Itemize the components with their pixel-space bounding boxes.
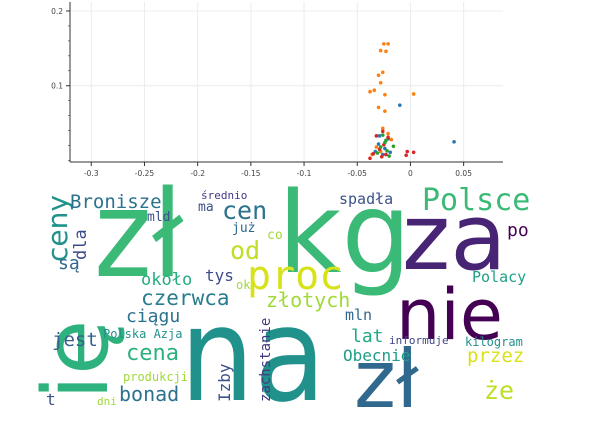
data-point bbox=[384, 49, 388, 54]
data-point bbox=[371, 151, 376, 156]
word-cloud: zł kg za nie na zł ię ceny Bronisze mld … bbox=[24, 166, 531, 421]
cloud-word: około bbox=[141, 270, 193, 290]
cloud-word: złotych bbox=[266, 288, 351, 312]
data-point bbox=[372, 88, 377, 93]
data-point bbox=[411, 92, 416, 96]
x-tick-label: -0.15 bbox=[241, 169, 261, 178]
data-point bbox=[368, 89, 372, 94]
cloud-word: czerwca bbox=[141, 286, 230, 310]
cloud-word: informuje bbox=[389, 334, 449, 347]
cloud-word: ciągu bbox=[126, 306, 181, 327]
data-point bbox=[387, 154, 391, 158]
data-point bbox=[383, 146, 387, 151]
data-point bbox=[378, 48, 383, 53]
cloud-word: kg bbox=[278, 169, 412, 299]
x-tick-label: 0.05 bbox=[455, 169, 472, 178]
data-point bbox=[386, 42, 390, 46]
y-tick-label: 0.2 bbox=[51, 7, 63, 16]
data-point bbox=[385, 148, 389, 153]
data-point bbox=[383, 92, 387, 97]
x-tick-label: -0.25 bbox=[135, 169, 155, 178]
data-point bbox=[368, 156, 372, 161]
cloud-word: tys bbox=[205, 266, 234, 285]
data-point bbox=[376, 105, 381, 110]
data-point bbox=[375, 151, 380, 155]
data-point bbox=[382, 42, 386, 46]
cloud-word: ok bbox=[236, 278, 251, 292]
data-point bbox=[376, 73, 381, 78]
cloud-word: zł bbox=[94, 166, 184, 305]
cloud-word: ceny bbox=[41, 195, 74, 262]
cloud-word: za bbox=[402, 184, 507, 291]
cloud-word: Izby bbox=[215, 363, 234, 402]
cloud-word: przez bbox=[467, 345, 525, 367]
x-tick-label: -0.3 bbox=[84, 169, 99, 178]
data-point bbox=[377, 134, 382, 138]
cloud-word: są bbox=[58, 253, 80, 274]
cloud-word: co bbox=[267, 228, 283, 243]
data-point bbox=[388, 150, 393, 155]
plot-grid bbox=[70, 2, 503, 162]
data-point bbox=[386, 135, 390, 140]
cloud-word: Bronisze bbox=[70, 191, 162, 213]
data-point bbox=[405, 149, 410, 154]
data-point bbox=[452, 140, 456, 144]
x-tick-label: 0 bbox=[408, 169, 413, 178]
data-point bbox=[374, 134, 379, 138]
data-point bbox=[380, 126, 385, 131]
cloud-word: dni bbox=[97, 395, 117, 408]
plot-axes: -0.3 -0.25 -0.2 -0.15 -0.1 -0.05 0 0.05 0.1 0.2 bbox=[51, 2, 503, 178]
cloud-word: t bbox=[46, 390, 56, 409]
cloud-word: od bbox=[230, 236, 261, 265]
cloud-word: mln bbox=[345, 306, 373, 324]
data-point bbox=[391, 144, 396, 149]
cloud-word: cen bbox=[222, 196, 268, 225]
cloud-word: mld bbox=[147, 210, 171, 225]
cloud-word: zachstanie bbox=[258, 317, 274, 402]
data-point bbox=[383, 109, 387, 113]
data-point bbox=[398, 103, 402, 107]
data-point bbox=[386, 131, 390, 136]
cloud-word: Polska Azja bbox=[103, 327, 183, 341]
cloud-word: cena bbox=[126, 341, 179, 366]
scatter-plot: -0.3 -0.25 -0.2 -0.15 -0.1 -0.05 0 0.05 0.1 0.2 bbox=[51, 2, 503, 178]
cloud-word: lat bbox=[351, 326, 384, 347]
data-point bbox=[376, 142, 381, 146]
x-tick-label: -0.05 bbox=[348, 169, 368, 178]
data-point bbox=[374, 145, 379, 149]
cloud-word: Obecnie bbox=[343, 346, 411, 365]
cloud-word: ma bbox=[198, 200, 214, 215]
data-point bbox=[389, 137, 394, 142]
data-point bbox=[380, 129, 385, 134]
data-point bbox=[380, 70, 385, 75]
cloud-word: po bbox=[507, 220, 529, 241]
cloud-word: nie bbox=[396, 274, 503, 356]
cloud-word: na bbox=[180, 279, 326, 431]
plot-points bbox=[368, 42, 456, 161]
cloud-word: Polacy bbox=[472, 268, 527, 286]
data-point bbox=[378, 145, 383, 149]
data-point bbox=[379, 154, 384, 159]
data-point bbox=[384, 138, 388, 143]
cloud-word: kilogram bbox=[465, 335, 523, 349]
cloud-word: spadła bbox=[339, 190, 394, 208]
x-tick-label: -0.2 bbox=[190, 169, 205, 178]
data-point bbox=[404, 153, 408, 158]
cloud-word: produkcji bbox=[123, 370, 189, 384]
x-tick-label: -0.1 bbox=[297, 169, 312, 178]
data-point bbox=[380, 133, 385, 137]
cloud-word: już bbox=[232, 221, 256, 236]
data-point bbox=[378, 80, 383, 85]
cloud-word: że bbox=[484, 376, 515, 405]
data-point bbox=[384, 152, 388, 157]
cloud-word: jest bbox=[52, 329, 98, 351]
y-tick-label: 0.1 bbox=[51, 82, 63, 91]
cloud-word: bonad bbox=[119, 382, 180, 406]
data-point bbox=[411, 150, 416, 155]
cloud-word: proc bbox=[247, 253, 344, 299]
cloud-word: Polsce bbox=[422, 183, 531, 218]
cloud-word: średnio bbox=[201, 189, 248, 202]
